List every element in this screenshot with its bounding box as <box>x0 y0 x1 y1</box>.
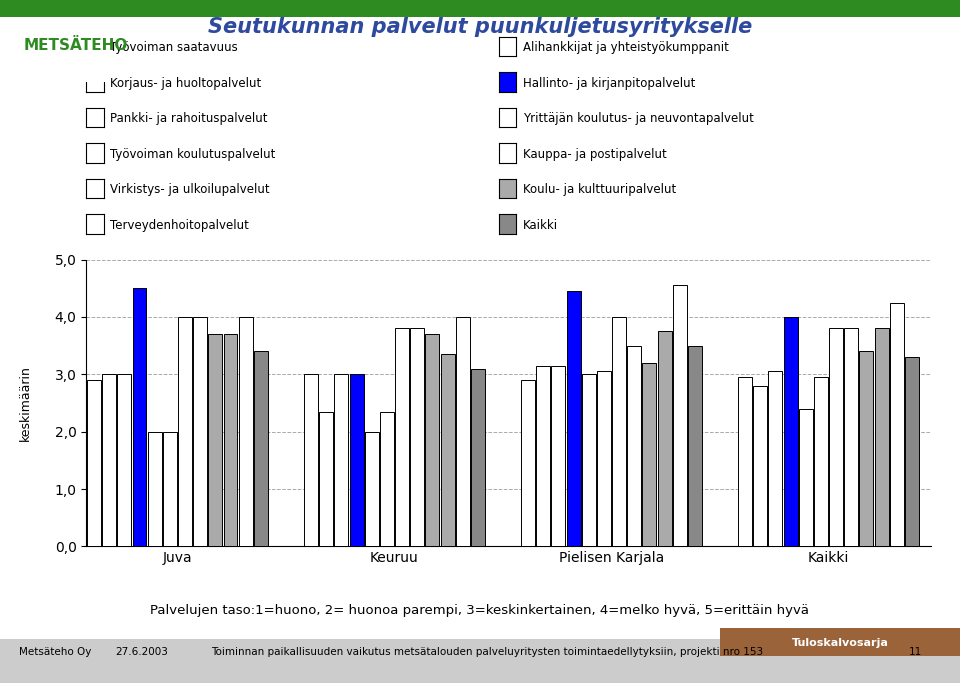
Bar <box>253 351 268 546</box>
Bar <box>320 412 333 546</box>
Bar <box>208 334 223 546</box>
Text: Metsäteho Oy: Metsäteho Oy <box>19 647 91 657</box>
Text: Alihankkijat ja yhteistyökumppanit: Alihankkijat ja yhteistyökumppanit <box>523 41 729 55</box>
Text: Seutukunnan palvelut puunkuljetusyritykselle: Seutukunnan palvelut puunkuljetusyrityks… <box>208 17 752 37</box>
Text: Terveydenhoitopalvelut: Terveydenhoitopalvelut <box>110 219 250 232</box>
Text: Korjaus- ja huoltopalvelut: Korjaus- ja huoltopalvelut <box>110 76 262 90</box>
Text: Yrittäjän koulutus- ja neuvontapalvelut: Yrittäjän koulutus- ja neuvontapalvelut <box>523 112 754 126</box>
Bar <box>334 374 348 546</box>
Bar <box>627 346 641 546</box>
Text: Koulu- ja kulttuuripalvelut: Koulu- ja kulttuuripalvelut <box>523 183 677 197</box>
Bar <box>163 432 177 546</box>
Bar <box>410 329 424 546</box>
Bar <box>456 317 469 546</box>
Text: Työvoiman koulutuspalvelut: Työvoiman koulutuspalvelut <box>110 148 276 161</box>
Bar <box>396 329 409 546</box>
Bar <box>224 334 237 546</box>
Bar <box>87 380 101 546</box>
Text: Toiminnan paikallisuuden vaikutus metsätalouden palveluyritysten toimintaedellyt: Toiminnan paikallisuuden vaikutus metsät… <box>211 647 763 657</box>
Bar <box>673 285 686 546</box>
Bar <box>132 288 147 546</box>
Bar <box>597 372 611 546</box>
Text: METSÄTEHO: METSÄTEHO <box>24 38 129 53</box>
Bar <box>102 374 116 546</box>
Bar <box>380 412 394 546</box>
Text: Kauppa- ja postipalvelut: Kauppa- ja postipalvelut <box>523 148 667 161</box>
Bar <box>193 317 207 546</box>
Y-axis label: keskimäärin: keskimäärin <box>18 365 32 441</box>
Bar <box>471 369 485 546</box>
Bar <box>566 291 581 546</box>
Bar <box>875 329 889 546</box>
Bar <box>117 374 132 546</box>
Text: Palvelujen taso:1=huono, 2= huonoa parempi, 3=keskinkertainen, 4=melko hyvä, 5=e: Palvelujen taso:1=huono, 2= huonoa parem… <box>151 604 809 617</box>
Text: Työvoiman saatavuus: Työvoiman saatavuus <box>110 41 238 55</box>
Bar <box>844 329 858 546</box>
Bar <box>612 317 626 546</box>
Text: 11: 11 <box>908 647 922 657</box>
Bar <box>688 346 702 546</box>
Bar <box>521 380 535 546</box>
Text: Kaikki: Kaikki <box>523 219 559 232</box>
Bar <box>814 377 828 546</box>
Text: Hallinto- ja kirjanpitopalvelut: Hallinto- ja kirjanpitopalvelut <box>523 76 696 90</box>
Bar <box>551 365 565 546</box>
Bar <box>148 432 161 546</box>
Bar <box>859 351 874 546</box>
Bar <box>365 432 378 546</box>
Bar <box>425 334 440 546</box>
Bar <box>239 317 252 546</box>
Bar <box>178 317 192 546</box>
Bar <box>799 408 813 546</box>
Bar <box>754 386 767 546</box>
Text: Virkistys- ja ulkoilupalvelut: Virkistys- ja ulkoilupalvelut <box>110 183 270 197</box>
Text: Tuloskalvosarja: Tuloskalvosarja <box>792 639 888 648</box>
Bar <box>738 377 752 546</box>
Bar <box>642 363 657 546</box>
Bar <box>441 354 454 546</box>
Bar <box>658 331 672 546</box>
Bar <box>768 372 782 546</box>
Bar <box>829 329 843 546</box>
Bar <box>905 357 919 546</box>
Bar <box>783 317 798 546</box>
Bar <box>349 374 364 546</box>
Bar <box>304 374 318 546</box>
Text: 27.6.2003: 27.6.2003 <box>115 647 168 657</box>
Bar <box>890 303 903 546</box>
Text: Pankki- ja rahoituspalvelut: Pankki- ja rahoituspalvelut <box>110 112 268 126</box>
Bar <box>537 365 550 546</box>
Bar <box>582 374 596 546</box>
